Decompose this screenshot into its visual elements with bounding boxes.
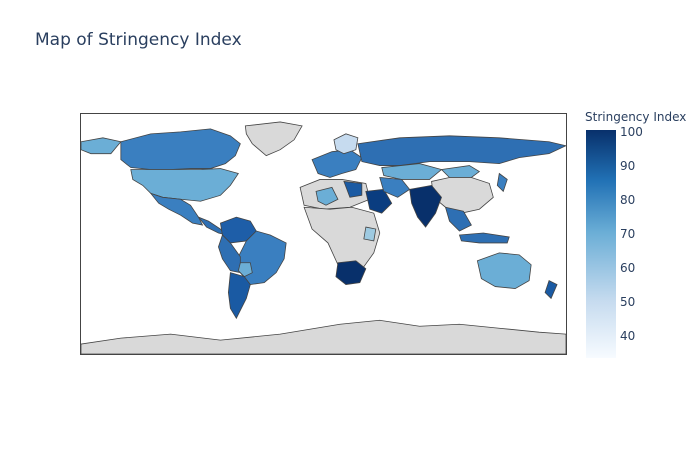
country-japan[interactable] [496,172,508,193]
colorbar-tick-70: 70 [620,227,636,241]
colorbar-title: Stringency Index [585,110,687,124]
country-greenland[interactable] [244,121,303,157]
colorbar-tick-100: 100 [620,125,643,139]
world-map-canvas[interactable] [81,114,566,354]
country-paraguay[interactable] [237,262,253,278]
country-usa[interactable] [130,168,239,202]
colorbar-tick-60: 60 [620,261,636,275]
colorbar-tick-80: 80 [620,193,636,207]
chart-title: Map of Stringency Index [35,30,242,50]
country-russia[interactable] [357,135,566,166]
country-mexico[interactable] [149,192,204,226]
country-mongolia[interactable] [440,165,481,178]
country-iran[interactable] [379,177,411,198]
colorbar-tick-50: 50 [620,295,636,309]
country-central-africa[interactable] [303,206,381,274]
world-map[interactable] [80,113,567,355]
country-antarctica[interactable] [81,319,566,354]
country-algeria[interactable] [315,186,339,206]
colorbar-tick-90: 90 [620,159,636,173]
country-china[interactable] [431,177,494,214]
colorbar [586,130,616,358]
country-southeast-asia[interactable] [444,206,472,232]
colorbar-tick-40: 40 [620,329,636,343]
country-canada[interactable] [120,128,241,170]
country-indonesia[interactable] [458,232,510,244]
country-alaska-region[interactable] [81,137,122,155]
country-southern-africa[interactable] [335,260,367,285]
country-kenya[interactable] [363,226,377,242]
country-egypt[interactable] [343,180,363,198]
country-europe[interactable] [311,149,363,178]
country-india[interactable] [409,184,442,228]
country-argentina[interactable] [227,272,251,320]
country-kazakhstan[interactable] [381,163,443,180]
country-peru[interactable] [218,234,241,274]
country-new-zealand[interactable] [544,280,558,300]
country-australia[interactable] [476,252,532,289]
country-saudi-arabia[interactable] [365,188,393,214]
country-scandinavia[interactable] [333,133,359,155]
